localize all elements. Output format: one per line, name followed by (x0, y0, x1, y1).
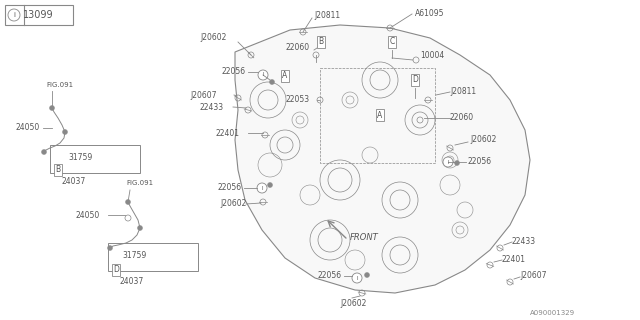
Text: 22401: 22401 (502, 255, 526, 265)
Text: A: A (282, 71, 287, 81)
Circle shape (108, 245, 113, 251)
Text: 22056: 22056 (468, 157, 492, 166)
Text: B: B (319, 37, 324, 46)
Text: D: D (113, 266, 119, 275)
Text: I: I (261, 186, 263, 190)
Text: 31759: 31759 (122, 252, 147, 260)
Bar (320, 68, 435, 163)
Text: J20602: J20602 (470, 135, 497, 145)
Text: J20602: J20602 (200, 34, 227, 43)
Circle shape (365, 273, 369, 277)
Circle shape (63, 130, 67, 134)
Text: 24050: 24050 (16, 124, 40, 132)
Text: 22056: 22056 (318, 271, 342, 281)
Bar (108, 243, 198, 271)
Text: J20607: J20607 (190, 91, 216, 100)
Text: FIG.091: FIG.091 (126, 180, 153, 186)
Circle shape (49, 106, 54, 110)
Text: 13099: 13099 (22, 10, 53, 20)
Circle shape (42, 149, 47, 155)
Text: J20602: J20602 (340, 300, 366, 308)
Text: J20602: J20602 (220, 199, 246, 209)
Circle shape (268, 182, 273, 188)
Text: FIG.091: FIG.091 (46, 82, 73, 88)
Text: A: A (378, 110, 383, 119)
Text: FRONT: FRONT (350, 233, 379, 242)
Circle shape (258, 70, 268, 80)
Text: A61095: A61095 (415, 9, 445, 18)
Text: I: I (262, 73, 264, 77)
Text: 31759: 31759 (68, 154, 92, 163)
Text: i: i (13, 12, 15, 18)
Circle shape (269, 79, 275, 84)
Text: C: C (389, 37, 395, 46)
Text: 22053: 22053 (285, 95, 309, 105)
Text: 10004: 10004 (420, 51, 444, 60)
Text: I: I (356, 276, 358, 281)
Circle shape (125, 199, 131, 204)
Bar (5, 5, 73, 25)
Text: 22060: 22060 (285, 44, 309, 52)
Circle shape (443, 157, 453, 167)
Text: 24037: 24037 (62, 178, 86, 187)
Circle shape (352, 273, 362, 283)
Circle shape (454, 161, 460, 165)
Text: 22401: 22401 (215, 129, 239, 138)
Polygon shape (235, 25, 530, 293)
Text: 22060: 22060 (450, 114, 474, 123)
Text: 22056: 22056 (218, 183, 242, 193)
Text: 22433: 22433 (200, 102, 224, 111)
Text: 22433: 22433 (512, 237, 536, 246)
Text: J20811: J20811 (314, 12, 340, 20)
Text: J20607: J20607 (520, 271, 547, 281)
Text: J20811: J20811 (450, 87, 476, 97)
Circle shape (138, 226, 143, 230)
Circle shape (257, 183, 267, 193)
Text: I: I (447, 159, 449, 164)
Circle shape (8, 9, 20, 21)
Text: 24050: 24050 (76, 211, 100, 220)
Text: 24037: 24037 (120, 276, 144, 285)
Text: B: B (56, 165, 61, 174)
Text: D: D (412, 76, 418, 84)
Bar (50, 145, 140, 173)
Text: A090001329: A090001329 (530, 310, 575, 316)
Text: 22056: 22056 (222, 68, 246, 76)
